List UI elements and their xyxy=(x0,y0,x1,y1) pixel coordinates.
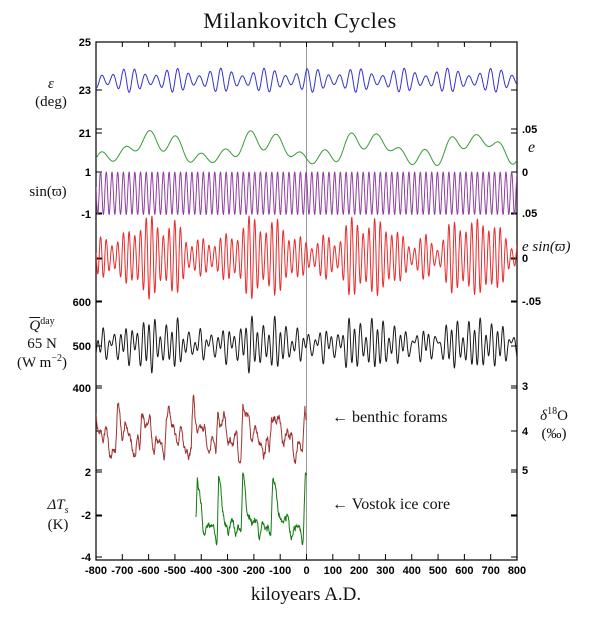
left-tick-label: 21 xyxy=(79,128,91,140)
obliquity-axis-label: ε (deg) xyxy=(14,76,88,111)
units-watts-pre: (W m xyxy=(17,355,52,372)
epsilon-symbol: ε xyxy=(48,76,54,92)
x-tick-label: 300 xyxy=(376,565,394,577)
right-tick-label: 4 xyxy=(522,426,529,438)
epsilon-units: (deg) xyxy=(35,93,67,110)
left-tick-label: -2 xyxy=(81,510,91,522)
series-insolation xyxy=(96,315,517,374)
left-tick-label: 23 xyxy=(79,85,91,97)
x-tick-label: 200 xyxy=(350,565,368,577)
right-tick-label: 0 xyxy=(522,167,528,179)
left-tick-label: 500 xyxy=(73,341,91,353)
esin-label: e sin(ϖ) xyxy=(522,239,571,255)
right-tick-label: 5 xyxy=(522,465,528,477)
latitude-label: 65 N xyxy=(27,335,57,352)
series-vostok xyxy=(195,472,307,546)
x-tick-label: 500 xyxy=(429,565,447,577)
left-tick-label: -4 xyxy=(81,552,92,564)
left-tick-label: 600 xyxy=(73,297,91,309)
series-precession-angle xyxy=(96,171,517,215)
insolation-axis-label: Qday 65 N (W m−2) xyxy=(0,316,84,373)
right-tick-label: -.05 xyxy=(522,296,541,308)
d18o-superscript: 18 xyxy=(547,406,558,417)
left-tick-label: 2 xyxy=(85,467,91,479)
units-watts-sup: −2 xyxy=(51,353,62,365)
chart-title: Milankovitch Cycles xyxy=(203,8,397,33)
right-tick-label: 3 xyxy=(522,381,528,393)
right-tick-label: 0 xyxy=(522,253,528,265)
series-benthic-forams xyxy=(96,394,307,465)
sin-pi-label: sin(ϖ) xyxy=(29,184,67,200)
benthic-annotation: ← benthic forams xyxy=(332,409,448,426)
permil-units: (‰) xyxy=(541,425,567,442)
precession-index-axis-label: e sin(ϖ) xyxy=(522,239,600,257)
vostok-axis-label: ΔTs (K) xyxy=(20,497,96,534)
delta-t-symbol: ΔT xyxy=(47,497,65,513)
x-tick-label: -300 xyxy=(217,565,239,577)
left-tick-label: -1 xyxy=(81,209,91,221)
right-tick-label: .05 xyxy=(522,208,537,220)
x-tick-label: -700 xyxy=(111,565,133,577)
delta-t-subscript: s xyxy=(64,505,69,516)
x-tick-label: 100 xyxy=(324,565,342,577)
x-tick-label: -100 xyxy=(269,565,291,577)
x-tick-label: 400 xyxy=(403,565,421,577)
x-axis-title: kiloyears A.D. xyxy=(250,584,362,605)
x-tick-label: 600 xyxy=(455,565,473,577)
precession-angle-axis-label: sin(ϖ) xyxy=(6,184,90,202)
e-symbol: e xyxy=(528,139,536,156)
x-tick-label: 0 xyxy=(303,565,309,577)
left-tick-label: 400 xyxy=(73,383,91,395)
eccentricity-axis-label: e xyxy=(528,139,548,158)
left-tick-label: 25 xyxy=(79,37,91,49)
series-obliquity xyxy=(96,67,517,93)
delta-symbol: δ xyxy=(540,408,548,424)
series-eccentricity xyxy=(96,130,517,166)
d18o-axis-label: δ18O (‰) xyxy=(522,406,586,443)
left-tick-label: 1 xyxy=(85,167,91,179)
units-watts-post: ) xyxy=(61,355,67,372)
q-symbol: Q xyxy=(29,318,41,334)
x-tick-label: -800 xyxy=(85,565,107,577)
right-tick-label: .05 xyxy=(522,124,537,136)
kelvin-units: (K) xyxy=(47,516,69,533)
q-superscript: day xyxy=(40,316,55,327)
x-tick-label: -200 xyxy=(243,565,265,577)
x-tick-label: -400 xyxy=(190,565,212,577)
x-tick-label: 800 xyxy=(508,565,526,577)
x-tick-label: -600 xyxy=(138,565,160,577)
vostok-annotation: ← Vostok ice core xyxy=(332,496,451,513)
oxygen-symbol: O xyxy=(557,408,568,424)
x-tick-label: 700 xyxy=(482,565,500,577)
series-precession-index xyxy=(96,215,517,300)
x-tick-label: -500 xyxy=(164,565,186,577)
